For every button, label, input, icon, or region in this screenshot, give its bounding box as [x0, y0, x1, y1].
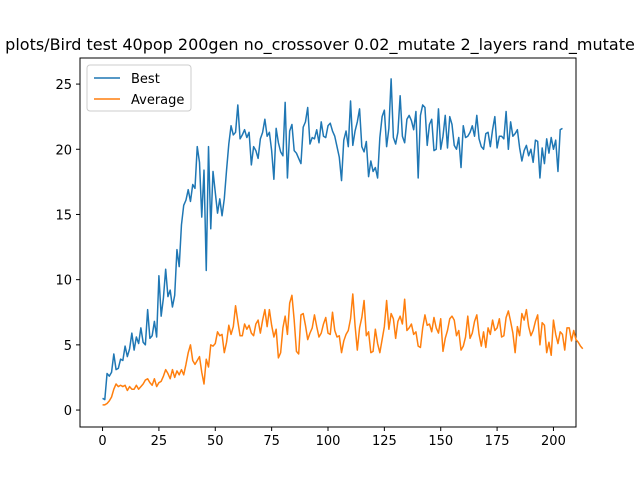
- x-tick-label: 150: [428, 434, 453, 449]
- x-tick-label: 200: [541, 434, 566, 449]
- series-layer: [102, 78, 584, 406]
- y-tick-label: 25: [55, 78, 72, 93]
- chart-title: plots/Bird test 40pop 200gen no_crossove…: [5, 35, 635, 55]
- legend-label-average: Average: [131, 93, 184, 108]
- y-tick-label: 0: [64, 404, 72, 419]
- y-tick-label: 5: [64, 339, 72, 354]
- x-tick-label: 25: [151, 434, 168, 449]
- y-axis: 0 5 10 15 20 25: [55, 78, 80, 419]
- legend: Best Average: [86, 64, 192, 112]
- x-tick-label: 100: [316, 434, 341, 449]
- series-line-average: [102, 293, 584, 406]
- y-tick-label: 20: [55, 143, 72, 158]
- legend-label-best: Best: [131, 72, 160, 87]
- x-tick-label: 50: [207, 434, 224, 449]
- x-tick-label: 75: [263, 434, 280, 449]
- x-axis: 0 25 50 75 100 125 150 175 200: [98, 427, 566, 449]
- x-tick-label: 125: [372, 434, 397, 449]
- y-tick-label: 15: [55, 208, 72, 223]
- series-line-best: [102, 78, 563, 401]
- x-tick-label: 0: [98, 434, 106, 449]
- y-tick-label: 10: [55, 274, 72, 289]
- x-tick-label: 175: [485, 434, 510, 449]
